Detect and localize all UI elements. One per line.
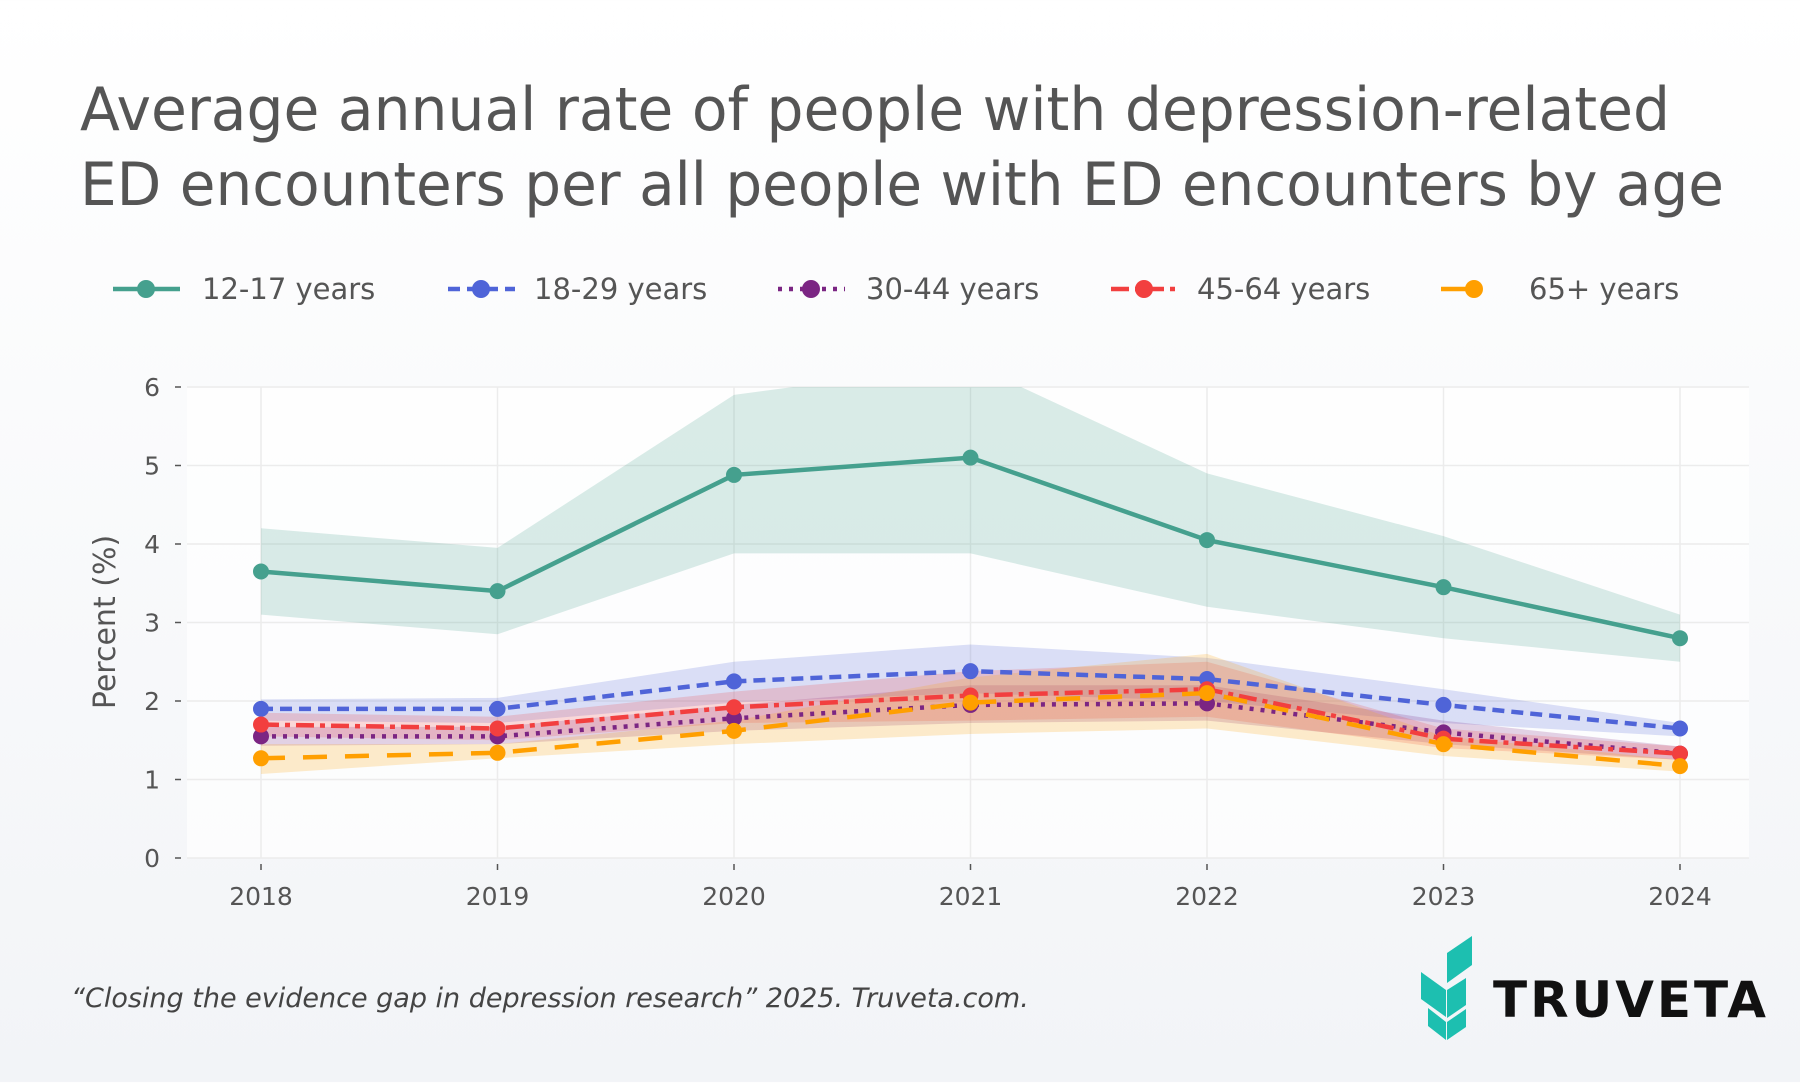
data-point-12-17-years: [726, 466, 742, 483]
legend-label: 18-29 years: [534, 272, 707, 306]
data-point-18-29-years: [962, 663, 979, 680]
y-axis-label: Percent (%): [88, 535, 123, 709]
legend-marker: [1135, 280, 1153, 298]
data-point-65-years: [962, 694, 979, 711]
chart-title-line-1: Average annual rate of people with depre…: [80, 75, 1670, 145]
legend-marker: [1465, 280, 1483, 298]
y-tick-label: 4: [144, 530, 160, 559]
data-point-65-years: [253, 750, 269, 767]
y-tick-label: 0: [144, 844, 160, 873]
axes: 0 1 2 3 4 5 6 2018 2019 2020 2021 2022 2023 2024: [144, 373, 1712, 911]
data-point-18-29-years: [1435, 696, 1452, 713]
legend: 12-17 years 18-29 years 30-44 years 45-64 y…: [113, 272, 1679, 306]
data-point-65-years: [489, 744, 506, 761]
legend-marker: [802, 280, 820, 298]
data-point-65-years: [1672, 758, 1688, 775]
confidence-band-30-44-years: [261, 685, 1680, 760]
chart-title-line-2: ED encounters per all people with ED enc…: [80, 150, 1724, 220]
legend-marker: [472, 280, 490, 298]
legend-marker: [137, 280, 155, 298]
data-point-30-44-years: [726, 710, 742, 727]
x-tick-label: 2022: [1175, 882, 1239, 911]
y-tick-label: 5: [144, 452, 160, 481]
data-point-30-44-years: [253, 728, 269, 745]
data-point-12-17-years: [1435, 579, 1452, 596]
x-tick-label: 2020: [702, 882, 766, 911]
x-tick-label: 2021: [939, 882, 1003, 911]
data-point-65-years: [1435, 736, 1452, 753]
x-tick-label: 2024: [1648, 882, 1712, 911]
x-tick-label: 2018: [229, 882, 293, 911]
logo-text: TRUVETA: [1493, 971, 1769, 1029]
confidence-band-12-17-years: [261, 387, 1680, 662]
footer-citation: “Closing the evidence gap in depression …: [71, 983, 1029, 1014]
y-tick-label: 1: [144, 766, 160, 795]
data-point-18-29-years: [253, 700, 269, 717]
legend-label: 65+ years: [1529, 272, 1679, 306]
data-point-12-17-years: [1199, 532, 1215, 549]
data-point-12-17-years: [1672, 630, 1688, 647]
data-point-45-64-years: [726, 699, 742, 716]
legend-label: 12-17 years: [202, 272, 375, 306]
y-tick-label: 3: [144, 609, 160, 638]
truveta-leaf-icon: [1421, 936, 1472, 1040]
truveta-logo: TRUVETA: [1421, 936, 1769, 1040]
data-point-65-years: [1199, 685, 1215, 702]
legend-label: 30-44 years: [866, 272, 1039, 306]
y-tick-label: 2: [144, 687, 160, 716]
data-point-45-64-years: [1672, 745, 1688, 762]
data-point-12-17-years: [962, 449, 979, 466]
y-tick-label: 6: [144, 373, 160, 402]
data-point-12-17-years: [253, 563, 269, 580]
x-tick-label: 2019: [466, 882, 530, 911]
data-point-18-29-years: [726, 673, 742, 690]
data-point-65-years: [726, 722, 742, 739]
legend-label: 45-64 years: [1197, 272, 1370, 306]
data-point-12-17-years: [489, 583, 506, 600]
data-point-45-64-years: [489, 720, 506, 737]
x-tick-label: 2023: [1412, 882, 1476, 911]
series-lines: [253, 449, 1688, 775]
data-point-45-64-years: [253, 716, 269, 733]
data-point-18-29-years: [489, 700, 506, 717]
data-point-18-29-years: [1672, 720, 1688, 737]
